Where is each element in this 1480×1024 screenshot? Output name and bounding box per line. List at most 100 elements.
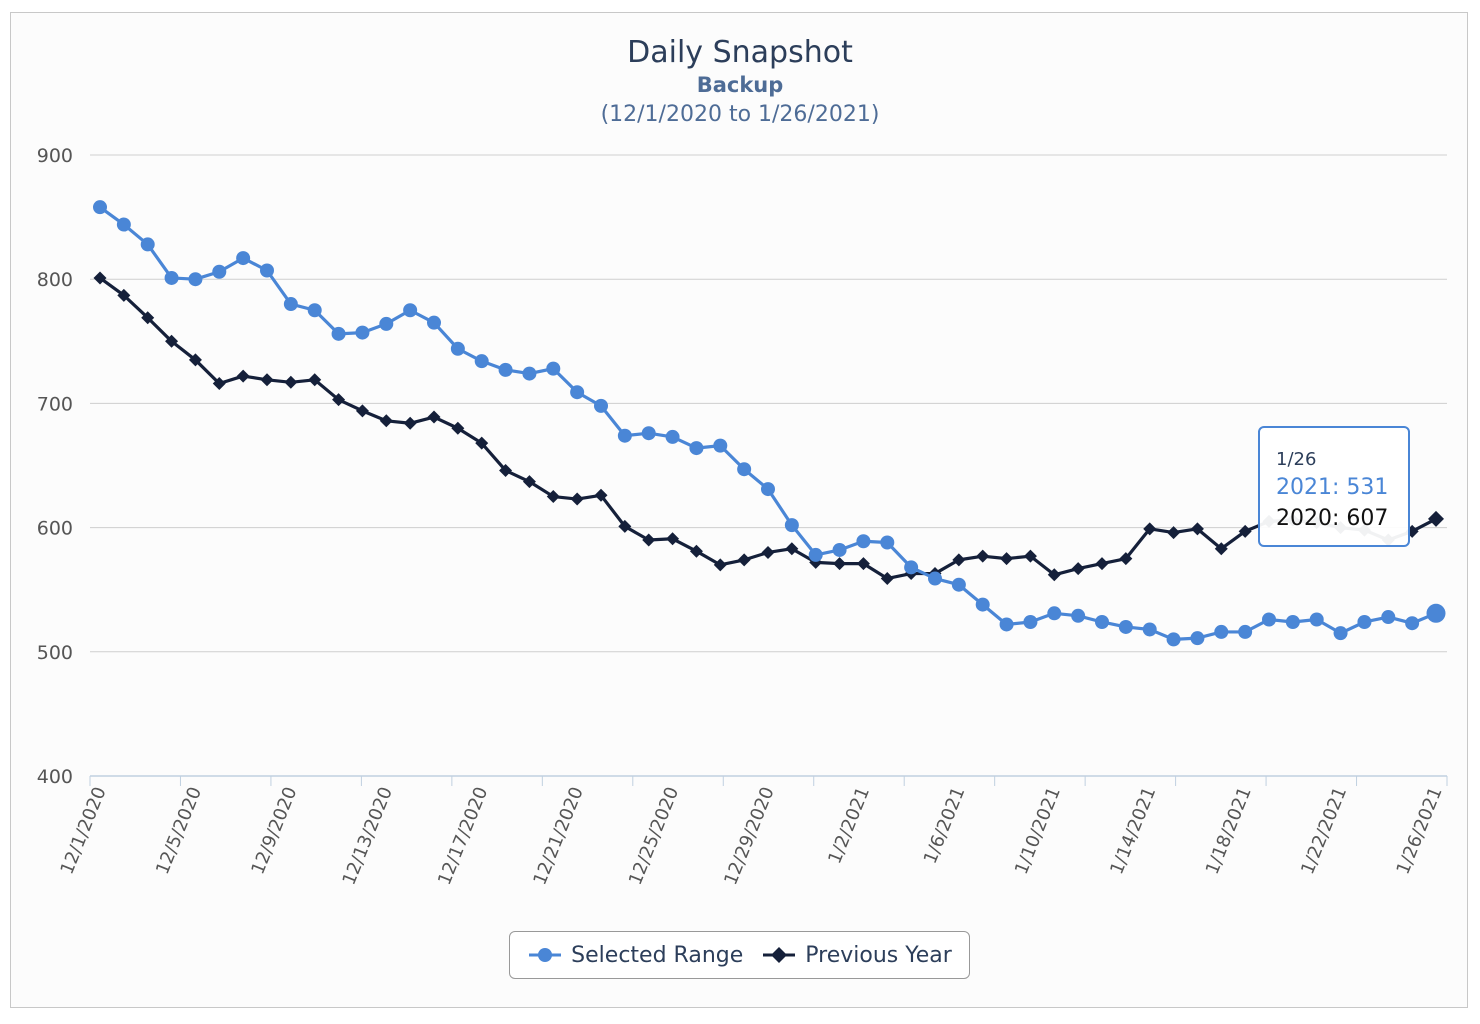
selected-range-point [570, 385, 585, 400]
selected-range-point [784, 518, 799, 533]
tooltip-selected-value: 2021: 531 [1276, 475, 1389, 500]
selected-range-point [331, 326, 346, 341]
grid-lines [90, 154, 1447, 653]
selected-range-point [1071, 608, 1086, 623]
selected-range-point [975, 597, 990, 612]
selected-range-point [1309, 612, 1324, 627]
selected-range-point [1095, 614, 1109, 629]
previous-year-point [1190, 522, 1204, 536]
x-axis: 12/1/2020 12/5/2020 12/9/2020 12/13/2020 12/… [57, 775, 1448, 888]
selected-range-point [761, 482, 775, 497]
selected-range-point [713, 438, 728, 453]
previous-year-point [308, 373, 322, 387]
previous-year-point [1071, 562, 1085, 576]
selected-range-point [403, 303, 418, 318]
previous-year-point [117, 288, 131, 302]
selected-range-point [427, 315, 441, 330]
selected-range-point [594, 398, 608, 413]
previous-year-point [1214, 542, 1228, 556]
chart-frame [10, 12, 1468, 1008]
x-tick-label: 12/17/2020 [434, 784, 492, 888]
chart-date-range: (12/1/2020 to 1/26/2021) [600, 102, 880, 127]
previous-year-point [713, 558, 727, 572]
selected-range-point [904, 560, 919, 575]
x-tick-label: 1/10/2021 [1011, 784, 1065, 877]
x-tick-label: 1/6/2021 [920, 784, 970, 867]
previous-year-point [642, 533, 656, 547]
y-axis-ticks: 400 500 600 700 800 900 [37, 145, 73, 788]
selected-range-point [641, 426, 656, 441]
selected-range-point [1357, 614, 1372, 629]
y-tick-label: 400 [37, 766, 73, 788]
selected-range-point [164, 270, 179, 285]
selected-range-point [665, 429, 680, 444]
tooltip-date: 1/26 [1276, 449, 1317, 470]
x-tick-label: 1/26/2021 [1393, 784, 1447, 877]
y-tick-label: 500 [37, 642, 73, 664]
previous-year-point [594, 488, 608, 502]
previous-year-point [952, 553, 966, 567]
previous-year-point [570, 492, 584, 506]
selected-range-point [1333, 626, 1348, 641]
selected-range-point [856, 534, 871, 549]
selected-range-point [1190, 631, 1205, 646]
previous-year-point [165, 334, 179, 348]
selected-range-point [1166, 632, 1181, 647]
selected-range-point [307, 303, 322, 318]
selected-range-point [928, 571, 942, 586]
previous-year-point [880, 572, 894, 586]
previous-year-point [856, 557, 870, 571]
selected-range-point [93, 200, 107, 215]
previous-year-line [99, 276, 1437, 581]
x-tick-label: 12/5/2020 [152, 784, 206, 877]
x-tick-label: 1/2/2021 [824, 784, 874, 867]
previous-year-point [1119, 552, 1133, 566]
selected-range-point [1405, 616, 1420, 631]
previous-year-point [379, 414, 393, 428]
previous-year-point [236, 369, 250, 383]
y-tick-label: 600 [37, 518, 73, 540]
previous-year-point [93, 271, 107, 285]
previous-year-point [451, 421, 465, 435]
previous-year-point [976, 549, 990, 563]
x-tick-label: 12/21/2020 [529, 784, 587, 888]
selected-range-point [522, 366, 537, 381]
title-block: Daily Snapshot Backup (12/1/2020 to 1/26… [0, 34, 1480, 132]
previous-year-point [761, 545, 775, 559]
x-tick-label: 1/22/2021 [1297, 784, 1351, 877]
legend-item-previous-year[interactable]: Previous Year [761, 943, 952, 968]
legend-item-selected-range[interactable]: Selected Range [527, 943, 743, 968]
tooltip-previous-value: 2020: 607 [1276, 506, 1389, 531]
selected-range-point [379, 316, 394, 331]
selected-range-point [832, 542, 847, 557]
previous-year-point [284, 375, 298, 389]
previous-year-point [427, 410, 441, 424]
selected-range-point [689, 441, 704, 456]
selected-range-point [737, 462, 752, 477]
y-tick-label: 700 [37, 393, 73, 415]
x-tick-label: 12/25/2020 [625, 784, 683, 888]
selected-range-point [1142, 622, 1157, 637]
previous-year-point [1428, 510, 1444, 527]
selected-range-point [808, 547, 823, 562]
series-layer [93, 200, 1446, 647]
previous-year-point [1000, 552, 1014, 566]
previous-year-point [737, 553, 751, 567]
x-tick-label: 1/18/2021 [1202, 784, 1256, 877]
legend: Selected Range Previous Year [509, 931, 970, 979]
selected-range-point [355, 325, 370, 340]
previous-year-point [260, 373, 274, 387]
chart-title: Daily Snapshot [627, 35, 853, 70]
previous-year-point [1023, 549, 1037, 563]
previous-year-point [785, 542, 799, 556]
selected-range-point [188, 272, 203, 287]
circle-marker-icon [529, 948, 562, 962]
previous-year-point [475, 436, 489, 450]
legend-label: Previous Year [805, 942, 952, 968]
selected-range-point [474, 354, 489, 369]
selected-range-point [1214, 624, 1229, 639]
selected-range-point [260, 263, 274, 278]
legend-label: Selected Range [571, 942, 744, 968]
selected-range-point [450, 341, 465, 356]
y-tick-label: 900 [37, 145, 73, 167]
